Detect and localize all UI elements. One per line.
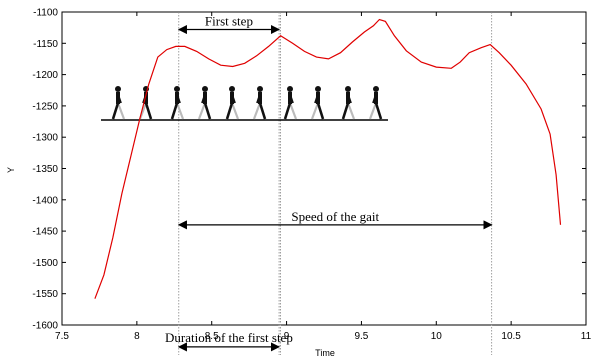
x-ticks: 7.5 8 8.5 9 9.5 10 10.5 11 [55,12,592,342]
reference-lines [178,12,493,355]
y-tick-label: -1450 [32,227,58,238]
annotation-label: Duration of the first step [165,330,293,345]
y-axis-label: Y [6,167,16,173]
y-tick-label: -1500 [32,258,58,269]
walker-figure [368,86,383,120]
x-tick-label: 9 [284,331,290,342]
y-tick-label: -1200 [32,70,58,81]
x-tick-label: 11 [581,331,592,342]
x-tick-label: 10 [431,331,443,342]
annotation-label: Speed of the gait [291,209,379,224]
walker-figure [283,86,298,120]
y-tick-label: -1100 [33,8,58,19]
y-tick-label: -1300 [32,133,58,144]
series-line [94,18,562,299]
x-tick-label: 10.5 [501,331,521,342]
y-ticks: -1100 -1150 -1200 -1250 -1300 -1350 -1400 -1450… [32,8,586,332]
y-tick-label: -1150 [33,39,58,50]
walker-figure [252,86,267,120]
walker-figure [310,86,325,120]
walker-figure [225,86,240,120]
y-tick-label: -1550 [32,289,58,300]
walker-figure [341,86,356,120]
y-tick-label: -1350 [32,164,58,175]
y-tick-label: -1250 [32,101,58,112]
x-tick-label: 8 [134,331,140,342]
walker-figure [138,86,153,120]
x-axis-label: Time [315,348,335,358]
y-tick-label: -1400 [32,195,58,206]
walker-figure [197,86,212,120]
annotation-label: First step [205,14,253,29]
walker-figure [111,86,126,120]
walking-figures-illustration [101,86,388,121]
x-tick-label: 8.5 [205,331,219,342]
x-tick-label: 7.5 [55,331,69,342]
y-tick-label: -1600 [32,321,58,332]
plot-frame [61,11,587,326]
walker-figure [170,86,185,120]
x-tick-label: 9.5 [354,331,368,342]
annotations: First step Speed of the gait Duration of t… [165,14,493,352]
